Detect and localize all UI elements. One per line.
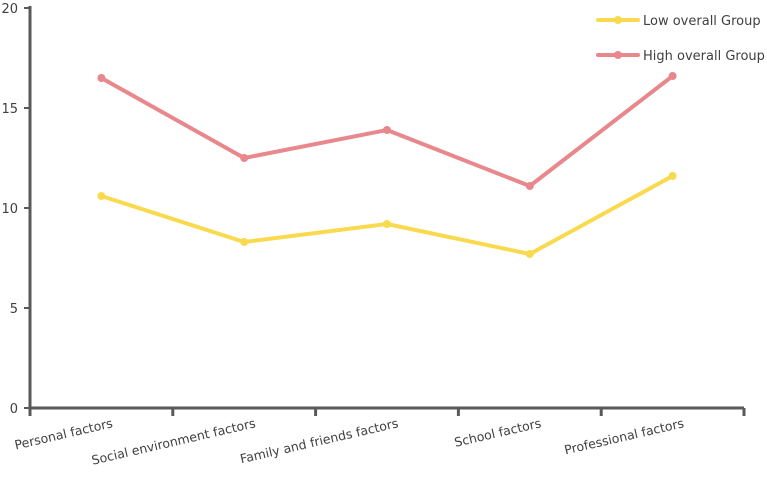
series-low xyxy=(97,172,677,258)
data-point xyxy=(97,74,106,82)
x-tick-label: Personal factors xyxy=(13,415,114,452)
legend: Low overall Group High overall Group xyxy=(596,14,765,64)
y-tick-label: 10 xyxy=(1,202,18,217)
data-point xyxy=(668,72,677,80)
data-point xyxy=(97,192,106,200)
series-high xyxy=(97,72,677,190)
data-point xyxy=(383,126,391,134)
y-tick-label: 15 xyxy=(1,102,18,117)
x-tick-label: School factors xyxy=(453,415,543,450)
y-tick-label: 5 xyxy=(10,302,18,317)
data-point xyxy=(668,172,677,180)
y-axis-ticks: 0 5 10 15 20 xyxy=(1,2,30,417)
y-tick-label: 0 xyxy=(10,402,18,417)
legend-label: High overall Group xyxy=(643,49,765,64)
x-tick-label: Professional factors xyxy=(563,415,685,457)
data-point xyxy=(525,250,534,258)
legend-marker xyxy=(614,51,622,59)
data-point xyxy=(383,220,391,228)
data-point xyxy=(525,182,534,190)
series-line xyxy=(99,174,675,256)
data-point xyxy=(240,238,249,246)
x-tick-label: Social environment factors xyxy=(90,415,257,467)
legend-label: Low overall Group xyxy=(643,14,761,29)
series-group xyxy=(97,72,677,258)
legend-marker xyxy=(614,16,622,24)
y-tick-label: 20 xyxy=(1,2,18,17)
data-point xyxy=(240,154,249,162)
x-tick-label: Family and friends factors xyxy=(239,415,400,466)
